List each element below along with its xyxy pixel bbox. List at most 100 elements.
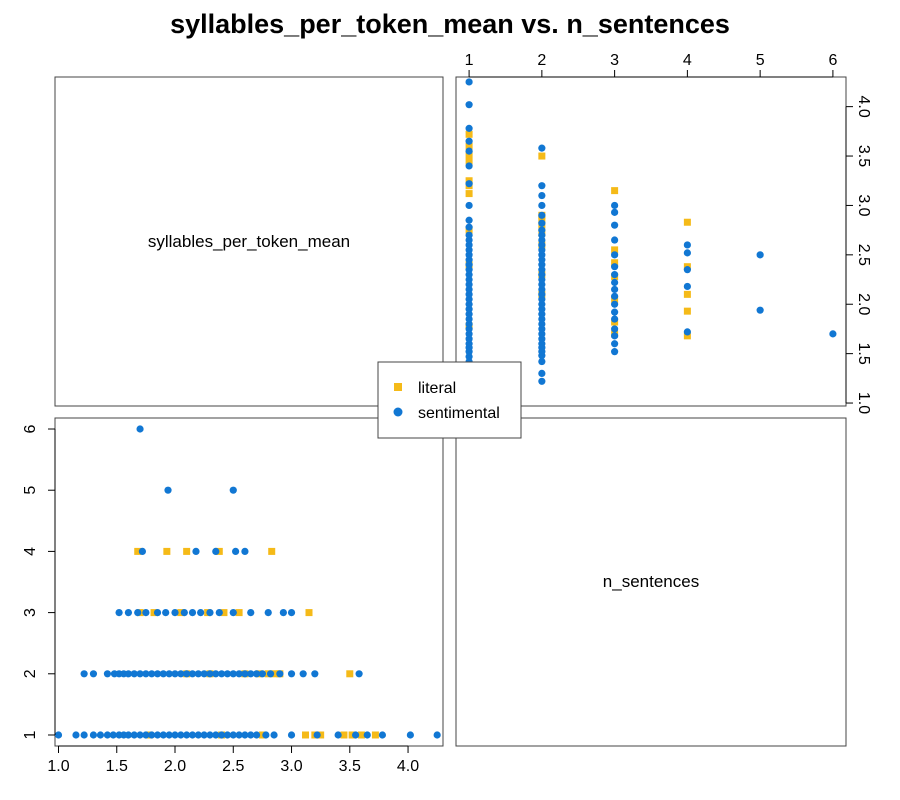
point-sentimental-tr xyxy=(538,357,546,366)
point-sentimental-bl xyxy=(258,670,266,678)
point-sentimental-tr xyxy=(611,308,619,316)
point-sentimental-tr xyxy=(465,285,473,294)
point-sentimental-tr xyxy=(538,201,546,210)
point-sentimental-tr xyxy=(465,353,473,361)
point-sentimental-bl xyxy=(177,731,185,739)
bottom-axis-tick-label: 4.0 xyxy=(397,758,419,775)
point-sentimental-tr xyxy=(538,236,546,244)
point-sentimental-bl xyxy=(355,670,363,678)
point-sentimental-tr xyxy=(538,191,546,200)
point-sentimental-bl xyxy=(136,731,144,739)
point-sentimental-tr xyxy=(465,290,473,298)
point-sentimental-tr xyxy=(538,310,546,318)
point-sentimental-bl xyxy=(206,608,214,617)
point-sentimental-bl xyxy=(89,670,98,678)
left-axis-tick-label: 3 xyxy=(22,608,39,617)
point-sentimental-tr xyxy=(611,340,619,348)
point-sentimental-bl xyxy=(311,670,319,678)
point-sentimental-bl xyxy=(241,670,249,678)
point-sentimental-tr xyxy=(465,216,473,224)
point-sentimental-tr xyxy=(538,182,546,190)
point-sentimental-tr xyxy=(538,305,546,313)
point-sentimental-tr xyxy=(465,300,473,308)
point-sentimental-tr xyxy=(538,211,546,219)
point-sentimental-bl xyxy=(406,731,414,739)
point-sentimental-tr xyxy=(538,340,546,348)
point-sentimental-bl xyxy=(252,670,261,678)
point-sentimental-tr xyxy=(465,251,473,259)
point-sentimental-bl xyxy=(235,731,243,739)
right-axis-tick-label: 1.5 xyxy=(855,343,872,365)
point-sentimental-tr xyxy=(611,236,619,244)
legend-box xyxy=(377,361,522,439)
point-sentimental-tr xyxy=(465,124,473,132)
point-sentimental-bl xyxy=(247,608,255,617)
point-sentimental-tr xyxy=(538,270,546,279)
point-sentimental-bl xyxy=(352,731,360,739)
point-sentimental-bl xyxy=(148,731,156,739)
point-sentimental-bl xyxy=(72,731,80,739)
point-sentimental-tr xyxy=(611,201,619,210)
chart-title: syllables_per_token_mean vs. n_sentences xyxy=(170,9,730,39)
point-sentimental-bl xyxy=(223,670,232,678)
point-literal-bl xyxy=(357,731,365,739)
point-sentimental-tr xyxy=(538,219,546,227)
point-sentimental-bl xyxy=(200,731,208,739)
point-sentimental-bl xyxy=(212,670,220,678)
bottom-axis-tick-label: 2.0 xyxy=(164,758,186,775)
axes: 1 2 3 4 5 6 1.0 1.5 2.0 2.5 3.0 3.5 4.0 1.0 1.5 2.0 2.5 3… xyxy=(22,52,872,775)
point-sentimental-bl xyxy=(194,670,202,678)
diagonal-label-syllables: syllables_per_token_mean xyxy=(148,232,350,251)
point-sentimental-tr xyxy=(465,310,473,318)
point-sentimental-bl xyxy=(247,731,255,739)
point-sentimental-bl xyxy=(130,731,138,739)
point-sentimental-bl xyxy=(162,608,170,617)
point-sentimental-bl xyxy=(80,670,88,678)
point-sentimental-bl xyxy=(130,670,138,678)
point-literal-tr xyxy=(683,290,691,298)
point-sentimental-tr xyxy=(538,330,546,338)
point-sentimental-tr xyxy=(465,275,473,284)
point-sentimental-bl xyxy=(153,731,162,739)
point-sentimental-bl xyxy=(188,731,197,739)
point-sentimental-tr xyxy=(611,285,619,294)
point-literal-bl xyxy=(371,731,379,739)
left-axis-tick-label: 5 xyxy=(22,486,39,495)
right-axis-tick-label: 1.0 xyxy=(855,392,872,414)
left-axis-tick-label: 2 xyxy=(22,669,39,678)
point-sentimental-bl xyxy=(142,670,150,678)
point-sentimental-tr xyxy=(538,369,546,377)
point-sentimental-bl xyxy=(142,608,150,617)
left-axis-tick-label: 6 xyxy=(22,424,39,433)
point-sentimental-bl xyxy=(171,670,179,678)
top-axis-tick-label: 3 xyxy=(610,52,619,69)
point-sentimental-tr xyxy=(465,261,473,269)
point-sentimental-bl xyxy=(165,731,173,739)
point-sentimental-bl xyxy=(96,731,105,739)
point-sentimental-bl xyxy=(124,670,133,678)
point-sentimental-tr xyxy=(465,270,473,279)
point-sentimental-bl xyxy=(433,731,441,739)
point-sentimental-bl xyxy=(270,731,278,739)
top-right-points xyxy=(465,78,837,407)
point-sentimental-tr xyxy=(465,223,473,231)
bottom-axis-tick-label: 1.5 xyxy=(106,758,128,775)
left-axis-tick-label: 1 xyxy=(22,730,39,739)
point-sentimental-tr xyxy=(465,340,473,348)
point-sentimental-tr xyxy=(465,335,473,343)
point-literal-tr xyxy=(611,246,619,254)
point-literal-bl xyxy=(271,670,279,678)
bottom-axis-tick-label: 1.0 xyxy=(47,758,69,775)
legend-swatch-sentimental xyxy=(393,407,403,417)
panel-bottom-left xyxy=(54,417,444,747)
point-sentimental-bl xyxy=(159,731,167,739)
point-sentimental-bl xyxy=(171,608,179,617)
point-sentimental-bl xyxy=(287,731,296,739)
point-sentimental-tr xyxy=(538,315,546,323)
point-sentimental-tr xyxy=(538,275,546,284)
point-sentimental-tr xyxy=(465,305,473,313)
point-sentimental-bl xyxy=(153,608,162,617)
point-sentimental-bl xyxy=(138,547,146,556)
point-sentimental-bl xyxy=(165,670,173,678)
diagonal-label-sentences: n_sentences xyxy=(603,572,699,591)
